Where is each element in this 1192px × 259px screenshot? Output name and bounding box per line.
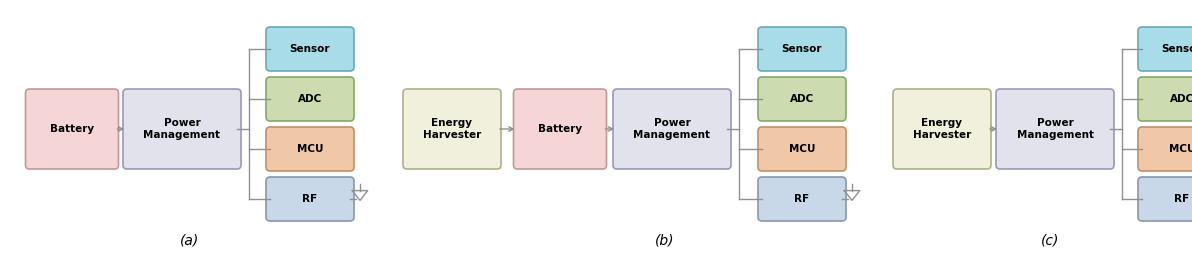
FancyBboxPatch shape [1138,77,1192,121]
FancyBboxPatch shape [613,89,731,169]
Text: Power
Management: Power Management [1017,118,1093,140]
FancyBboxPatch shape [266,127,354,171]
Text: Battery: Battery [538,124,582,134]
FancyBboxPatch shape [514,89,607,169]
Text: Energy
Harvester: Energy Harvester [913,118,971,140]
Text: RF: RF [1174,194,1190,204]
Text: ADC: ADC [790,94,814,104]
Text: (c): (c) [1041,234,1060,248]
Text: Power
Management: Power Management [633,118,710,140]
FancyBboxPatch shape [1138,127,1192,171]
Text: MCU: MCU [297,144,323,154]
Text: Battery: Battery [50,124,94,134]
FancyBboxPatch shape [266,27,354,71]
FancyBboxPatch shape [997,89,1115,169]
Text: RF: RF [794,194,809,204]
FancyBboxPatch shape [758,177,846,221]
FancyBboxPatch shape [403,89,501,169]
Text: RF: RF [303,194,317,204]
FancyBboxPatch shape [758,27,846,71]
Text: Sensor: Sensor [782,44,822,54]
Text: Sensor: Sensor [1162,44,1192,54]
FancyBboxPatch shape [1138,177,1192,221]
Text: Sensor: Sensor [290,44,330,54]
Text: (a): (a) [180,234,199,248]
Text: (b): (b) [656,234,675,248]
FancyBboxPatch shape [25,89,118,169]
Text: Energy
Harvester: Energy Harvester [423,118,482,140]
Text: MCU: MCU [789,144,815,154]
FancyBboxPatch shape [123,89,241,169]
FancyBboxPatch shape [266,77,354,121]
FancyBboxPatch shape [893,89,991,169]
Text: ADC: ADC [298,94,322,104]
FancyBboxPatch shape [758,127,846,171]
Text: ADC: ADC [1169,94,1192,104]
FancyBboxPatch shape [758,77,846,121]
FancyBboxPatch shape [266,177,354,221]
Text: Power
Management: Power Management [143,118,221,140]
FancyBboxPatch shape [1138,27,1192,71]
Text: MCU: MCU [1168,144,1192,154]
